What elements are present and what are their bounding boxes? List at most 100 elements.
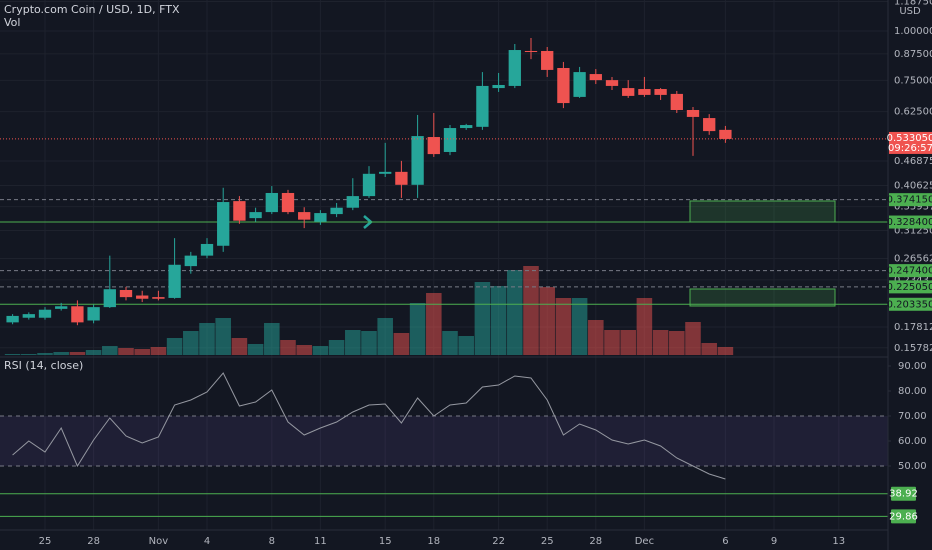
- candle-body: [573, 72, 586, 97]
- volume-bar: [264, 323, 280, 355]
- candle-body: [395, 171, 408, 185]
- volume-bar: [296, 345, 312, 355]
- candle-body: [55, 306, 68, 309]
- level-label-box: [889, 193, 932, 207]
- volume-bar: [85, 350, 102, 355]
- volume-bar: [490, 286, 507, 355]
- candle-body: [411, 136, 424, 185]
- y-tick-label: 0.178125: [894, 322, 932, 333]
- volume-bar: [717, 347, 734, 355]
- candle-body: [622, 88, 635, 96]
- volume-bar: [555, 298, 572, 355]
- plot: [0, 37, 888, 517]
- volume-bar: [280, 340, 296, 355]
- candle-body: [476, 85, 489, 127]
- y-tick-label: 0.312500: [894, 226, 932, 237]
- candle-body: [200, 243, 214, 256]
- level-label-box: [889, 215, 932, 229]
- candle-body: [443, 128, 457, 152]
- volume-bar: [199, 323, 215, 355]
- x-tick-label: 25: [541, 536, 554, 547]
- volume-bar: [231, 338, 248, 355]
- volume-bar: [620, 330, 636, 355]
- candle-body: [249, 212, 262, 219]
- volume-bar: [37, 353, 53, 355]
- volume-bar: [652, 330, 669, 355]
- x-tick-label: 28: [87, 536, 100, 547]
- candle-body: [330, 207, 343, 215]
- volume-bar: [523, 266, 539, 355]
- level-label-box: [889, 280, 932, 294]
- countdown-label: 09:26:57: [888, 143, 932, 154]
- candle-body: [87, 307, 100, 321]
- axis-unit: USD: [899, 6, 921, 17]
- y-tick-label: 80.00: [898, 386, 927, 397]
- candle-body: [427, 137, 440, 155]
- volume-bar: [604, 330, 620, 355]
- x-tick-label: 25: [39, 536, 52, 547]
- volume-bar: [150, 347, 167, 355]
- volume-bar: [685, 322, 701, 355]
- candle-body: [71, 306, 84, 323]
- candle-body: [524, 50, 538, 52]
- y-tick-label: 0.265625: [894, 253, 932, 264]
- level-label-box: [891, 509, 916, 524]
- rsi-line: [12, 372, 726, 480]
- candle-body: [703, 118, 716, 132]
- volume-bar: [102, 346, 118, 355]
- zone-box: [689, 200, 836, 223]
- level-label-box: [889, 264, 932, 278]
- candle-body: [605, 80, 619, 86]
- candle-body: [638, 89, 651, 95]
- volume-bar: [361, 331, 377, 355]
- volume-bar: [701, 343, 717, 355]
- y-tick-label: 1.000000: [894, 26, 932, 37]
- last-price-box: [889, 131, 932, 154]
- volume-bar: [442, 331, 458, 355]
- zone-box: [689, 288, 836, 307]
- volume-label: Vol: [4, 16, 20, 29]
- candle-body: [379, 171, 392, 174]
- x-tick-label: 18: [427, 536, 440, 547]
- volume-bar: [183, 331, 199, 355]
- volume-bar: [507, 270, 523, 355]
- y-tick-label: 0.406250: [894, 181, 932, 192]
- rsi-band: [0, 416, 888, 466]
- x-tick-label: 13: [832, 536, 845, 547]
- level-label: 0.203350: [887, 299, 932, 310]
- y-tick-label: 0.359375: [894, 202, 932, 213]
- volume-bar: [474, 282, 491, 355]
- price-axis: 1.187500 1.000000 0.875000 0.750000 0.625000…: [887, 0, 932, 524]
- volume-bar: [377, 318, 393, 355]
- volume-bar: [312, 346, 329, 355]
- level-label-box: [891, 486, 916, 501]
- candle-body: [6, 315, 19, 323]
- x-tick-label: 8: [269, 536, 275, 547]
- y-tick-label: 90.00: [898, 361, 927, 372]
- candle-body: [686, 109, 700, 117]
- y-tick-label: 0.875000: [894, 49, 932, 60]
- y-tick-label: 60.00: [898, 436, 927, 447]
- candle-body: [168, 264, 181, 298]
- level-label: 0.328400: [887, 217, 932, 228]
- candle-body: [589, 74, 602, 81]
- candle-body: [460, 125, 473, 129]
- candle-body: [281, 192, 295, 213]
- x-tick-label: 6: [722, 536, 728, 547]
- y-tick-label: 70.00: [898, 411, 927, 422]
- candle-body: [152, 297, 165, 299]
- candle-body: [719, 129, 732, 139]
- level-label-box: [889, 297, 932, 311]
- volume-bar: [69, 352, 86, 355]
- x-tick-label: 22: [492, 536, 505, 547]
- last-price-label: 0.533050: [887, 133, 932, 144]
- candle-body: [557, 67, 570, 104]
- volume-bar: [539, 287, 555, 355]
- volume-bar: [21, 354, 37, 355]
- candle-body: [103, 289, 116, 308]
- level-label: 29.86: [889, 511, 918, 522]
- volume-bar: [118, 348, 134, 355]
- candle-body: [217, 202, 230, 246]
